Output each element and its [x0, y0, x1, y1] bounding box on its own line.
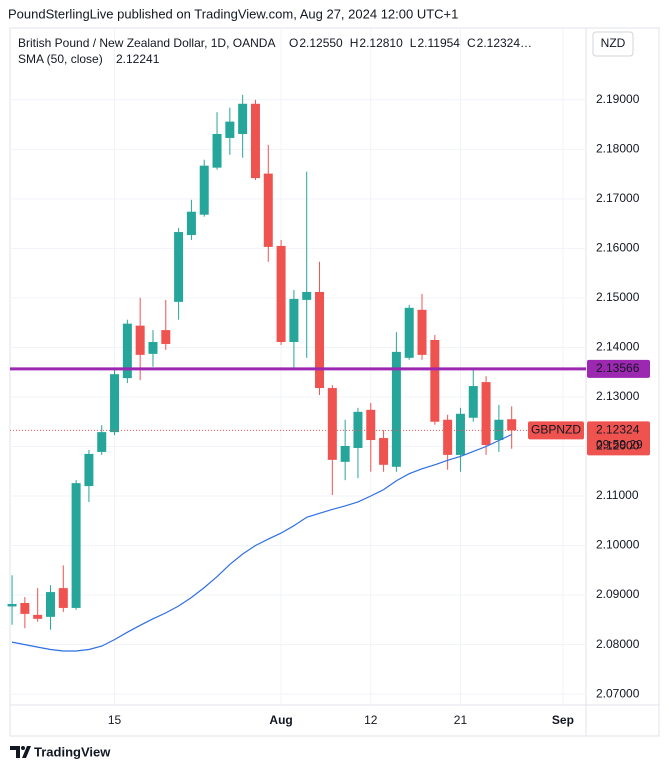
candle-body	[33, 614, 43, 619]
candle-body	[353, 411, 363, 448]
y-tick-label: 2.17000	[596, 191, 640, 205]
ohlc-value: 2.12324…	[477, 36, 532, 50]
source-line: PoundSterlingLive published on TradingVi…	[8, 6, 458, 21]
plot	[7, 94, 517, 652]
candle-body	[455, 413, 465, 455]
x-tick-label: Aug	[269, 713, 292, 727]
y-tick-label: 2.18000	[596, 142, 640, 156]
ohlc-legend: O 2.12550 H 2.12810 L 2.11954 C 2.12324…	[289, 36, 532, 50]
chart-title: British Pound / New Zealand Dollar, 1D, …	[18, 36, 275, 50]
candle-body	[417, 309, 427, 355]
x-tick-label: Sep	[552, 713, 574, 727]
candle-body	[391, 351, 401, 467]
candle-body	[379, 438, 389, 465]
sma-line	[11, 433, 512, 652]
candle-body	[315, 291, 325, 389]
candle-body	[199, 165, 209, 215]
ohlc-key: L	[410, 36, 417, 50]
x-tick-label: 15	[108, 713, 122, 727]
ohlc-value: 2.11954	[417, 36, 460, 50]
candle-body	[110, 374, 120, 433]
candle-body	[443, 419, 453, 455]
candle-body	[135, 325, 145, 355]
candle-body	[507, 419, 517, 431]
candle-body	[7, 603, 17, 607]
candle-body	[276, 245, 286, 342]
sma-legend-value: 2.12241	[116, 52, 160, 66]
y-tick-label: 2.07000	[596, 686, 640, 700]
y-tick-label: 2.19000	[596, 92, 640, 106]
ohlc-value: 2.12810	[359, 36, 403, 50]
candle-body	[302, 291, 312, 300]
hline-label: 2.13566	[596, 361, 640, 375]
y-tick-label: 2.11000	[596, 488, 639, 502]
candle-body	[238, 103, 248, 134]
candle-body	[340, 445, 350, 462]
last-price-box	[587, 421, 650, 456]
candle-body	[430, 340, 440, 422]
candle-body	[161, 330, 171, 344]
hline-label-box	[587, 359, 650, 378]
candle-body	[263, 173, 273, 247]
candle-body	[84, 453, 94, 487]
y-tick-label: 2.15000	[596, 290, 640, 304]
currency-box[interactable]	[592, 31, 634, 57]
ohlc-key: O	[289, 36, 298, 50]
candle-body	[212, 133, 222, 168]
candle-body	[494, 419, 504, 441]
y-tick-label: 2.09000	[596, 587, 640, 601]
y-tick-label: 2.10000	[596, 538, 640, 552]
y-tick-label: 2.16000	[596, 241, 640, 255]
ohlc-value: 2.12550	[299, 36, 343, 50]
y-tick-label: 2.13000	[596, 389, 640, 403]
brand-logo	[10, 746, 31, 758]
candle-body	[225, 121, 235, 138]
candle-body	[71, 483, 81, 608]
candle-body	[186, 211, 196, 236]
candle-body	[366, 409, 376, 441]
grid	[10, 28, 586, 705]
symbol-box	[528, 421, 584, 440]
x-tick-label: 21	[454, 713, 468, 727]
candle-body	[58, 588, 68, 608]
candle-body	[174, 232, 184, 302]
candle-body	[250, 103, 260, 179]
chart-frame	[9, 27, 660, 737]
ohlc-key: C	[467, 36, 476, 50]
y-tick-label: 2.08000	[596, 637, 640, 651]
candle-body	[468, 386, 478, 418]
ohlc-key: H	[350, 36, 359, 50]
x-tick-label: 12	[364, 713, 378, 727]
currency: NZD	[601, 36, 626, 50]
candle-body	[97, 432, 107, 452]
candle-body	[289, 298, 299, 342]
candle-body	[404, 307, 414, 358]
candle-body	[45, 592, 55, 617]
candle-body	[327, 388, 337, 460]
symbol-label: GBPNZD	[531, 423, 581, 437]
sma-legend-name: SMA (50, close)	[18, 52, 103, 66]
y-tick-label: 2.12000	[596, 439, 640, 453]
candle-body	[20, 602, 30, 614]
candle-body	[148, 341, 158, 354]
countdown-label: 09:59:29	[596, 438, 643, 452]
last-price-label: 2.12324	[596, 423, 640, 437]
brand: TradingView	[34, 744, 111, 759]
candle-body	[122, 323, 132, 379]
y-tick-label: 2.14000	[596, 340, 640, 354]
candle-body	[481, 382, 491, 445]
